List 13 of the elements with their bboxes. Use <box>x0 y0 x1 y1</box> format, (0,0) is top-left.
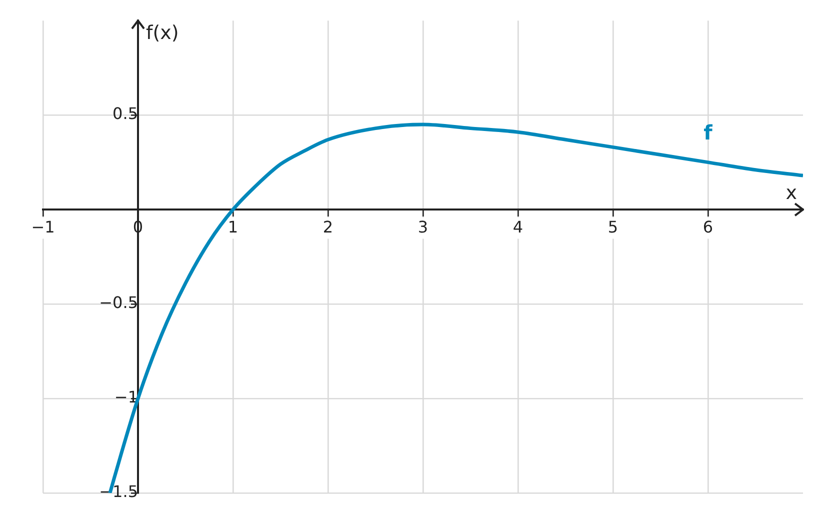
x-tick-label: 1 <box>228 217 238 236</box>
y-tick-label: −1.5 <box>99 482 138 502</box>
x-axis-title: x <box>786 182 797 204</box>
y-axis-title: f(x) <box>146 22 179 44</box>
series-label: f <box>704 120 713 145</box>
x-tick-label: 5 <box>608 217 618 236</box>
x-tick-label: 4 <box>512 217 524 236</box>
y-tick-label: 0.5 <box>112 104 138 124</box>
x-tick-label: 3 <box>418 217 428 236</box>
x-tick-label: 6 <box>702 217 714 236</box>
y-tick-label: −0.5 <box>99 293 138 312</box>
x-tick-label: 2 <box>322 217 334 236</box>
x-tick-label: −1 <box>31 217 55 236</box>
